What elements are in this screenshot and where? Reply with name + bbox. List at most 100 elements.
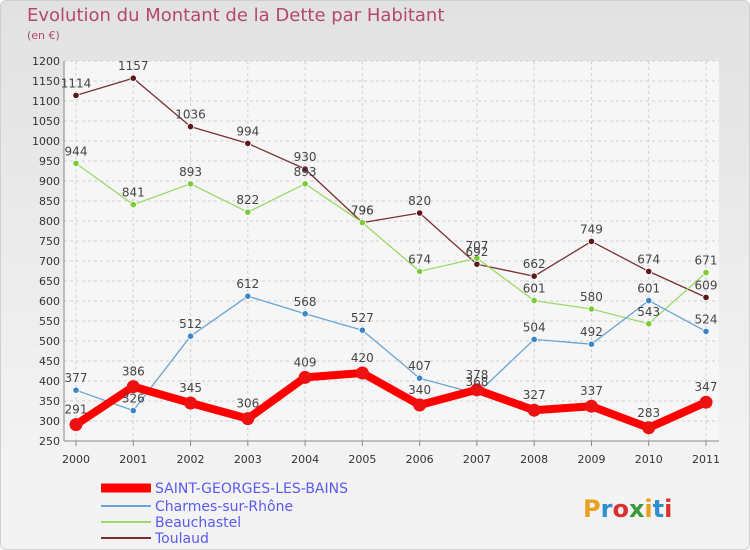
data-point — [69, 418, 83, 432]
x-tick-label: 2003 — [234, 453, 262, 466]
data-label: 1114 — [61, 76, 92, 90]
data-label: 580 — [580, 290, 603, 304]
data-point — [126, 380, 140, 394]
data-label: 893 — [179, 165, 202, 179]
data-label: 345 — [179, 381, 202, 395]
data-label: 796 — [351, 204, 374, 218]
data-labels: 291 386 345 306 409 420 340 378 327 337 283 347 377 3… — [61, 59, 718, 420]
data-point — [642, 421, 656, 435]
data-label: 283 — [637, 406, 660, 420]
y-tick-label: 1000 — [32, 135, 60, 148]
y-tick-label: 850 — [39, 195, 60, 208]
data-label: 692 — [465, 245, 488, 259]
data-label: 707 — [465, 239, 488, 253]
data-point — [530, 296, 538, 305]
legend-label: Charmes-sur-Rhône — [155, 499, 293, 515]
y-tick-label: 1100 — [32, 95, 60, 108]
y-tick-label: 800 — [39, 215, 60, 228]
data-point — [416, 209, 424, 217]
data-label: 378 — [465, 368, 488, 382]
data-point — [702, 268, 710, 277]
data-point — [244, 208, 252, 216]
y-tick-label: 550 — [39, 315, 60, 328]
logo-letter: P — [583, 495, 601, 523]
data-point — [244, 292, 252, 300]
data-point — [470, 383, 484, 397]
data-label: 377 — [65, 371, 88, 385]
data-label: 671 — [695, 254, 718, 268]
legend-label: Toulaud — [154, 531, 209, 547]
data-label: 327 — [523, 388, 546, 402]
data-label: 368 — [465, 375, 488, 389]
data-point — [530, 272, 538, 280]
data-label: 1036 — [175, 108, 206, 122]
y-tick-label: 900 — [39, 175, 60, 188]
y-tick-label: 600 — [39, 295, 60, 308]
data-point — [473, 254, 481, 262]
grid — [64, 60, 719, 442]
chart-title: Evolution du Montant de la Dette par Hab… — [27, 5, 445, 26]
logo-letter: r — [601, 495, 613, 523]
data-label: 1157 — [118, 59, 149, 73]
data-label: 340 — [408, 383, 431, 397]
x-tick-label: 2000 — [62, 453, 90, 466]
data-label: 291 — [65, 403, 88, 417]
y-tick-label: 500 — [39, 335, 60, 348]
y-tick-label: 1150 — [32, 75, 60, 88]
logo-text: Proxiti — [583, 495, 672, 523]
data-label: 612 — [236, 277, 259, 291]
y-tick-label: 450 — [39, 355, 60, 368]
data-label: 930 — [294, 150, 317, 164]
data-point — [645, 320, 653, 328]
data-point — [186, 123, 195, 131]
data-label: 601 — [637, 282, 660, 296]
data-label: 524 — [695, 312, 718, 326]
x-tick-label: 2009 — [577, 453, 605, 466]
data-label: 601 — [523, 282, 546, 296]
data-point — [301, 180, 309, 188]
data-point — [416, 267, 424, 275]
data-label: 796 — [351, 204, 374, 218]
x-tick-label: 2006 — [406, 453, 434, 466]
x-tick-label: 2010 — [635, 453, 663, 466]
data-label: 306 — [236, 397, 259, 411]
data-point — [186, 180, 195, 188]
axes: 250 300 350 400 450 500 550 600 650 700 750 800 850 9… — [32, 55, 720, 466]
data-point — [301, 165, 309, 173]
data-point — [186, 332, 195, 340]
data-label: 337 — [580, 384, 603, 398]
logo-letter: t — [653, 495, 664, 523]
data-point — [129, 201, 137, 209]
y-tick-label: 950 — [39, 155, 60, 168]
data-label: 326 — [122, 392, 145, 406]
data-label: 822 — [236, 193, 259, 207]
data-point — [530, 335, 538, 343]
y-tick-label: 1050 — [32, 115, 60, 128]
data-point — [587, 237, 596, 245]
data-point — [645, 267, 653, 275]
data-label: 841 — [122, 186, 145, 200]
data-point — [298, 370, 312, 384]
data-label: 820 — [408, 194, 431, 208]
data-point — [527, 403, 541, 417]
x-tick-label: 2008 — [520, 453, 548, 466]
data-label: 994 — [236, 124, 259, 138]
y-tick-label: 750 — [39, 235, 60, 248]
chart-subtitle: (en €) — [27, 29, 60, 42]
data-label: 512 — [179, 317, 202, 331]
data-label: 662 — [523, 257, 546, 271]
data-point — [587, 340, 596, 348]
data-label: 749 — [580, 222, 603, 236]
proxiti-logo: Proxiti — [583, 495, 672, 523]
y-tick-label: 300 — [39, 415, 60, 428]
data-point — [413, 398, 427, 412]
data-label: 420 — [351, 351, 374, 365]
data-point — [584, 399, 598, 413]
data-label: 527 — [351, 311, 374, 325]
logo-letter: i — [644, 495, 652, 523]
x-tick-label: 2004 — [291, 453, 319, 466]
data-point — [416, 374, 424, 382]
data-label: 407 — [408, 359, 431, 373]
data-point — [645, 296, 653, 305]
